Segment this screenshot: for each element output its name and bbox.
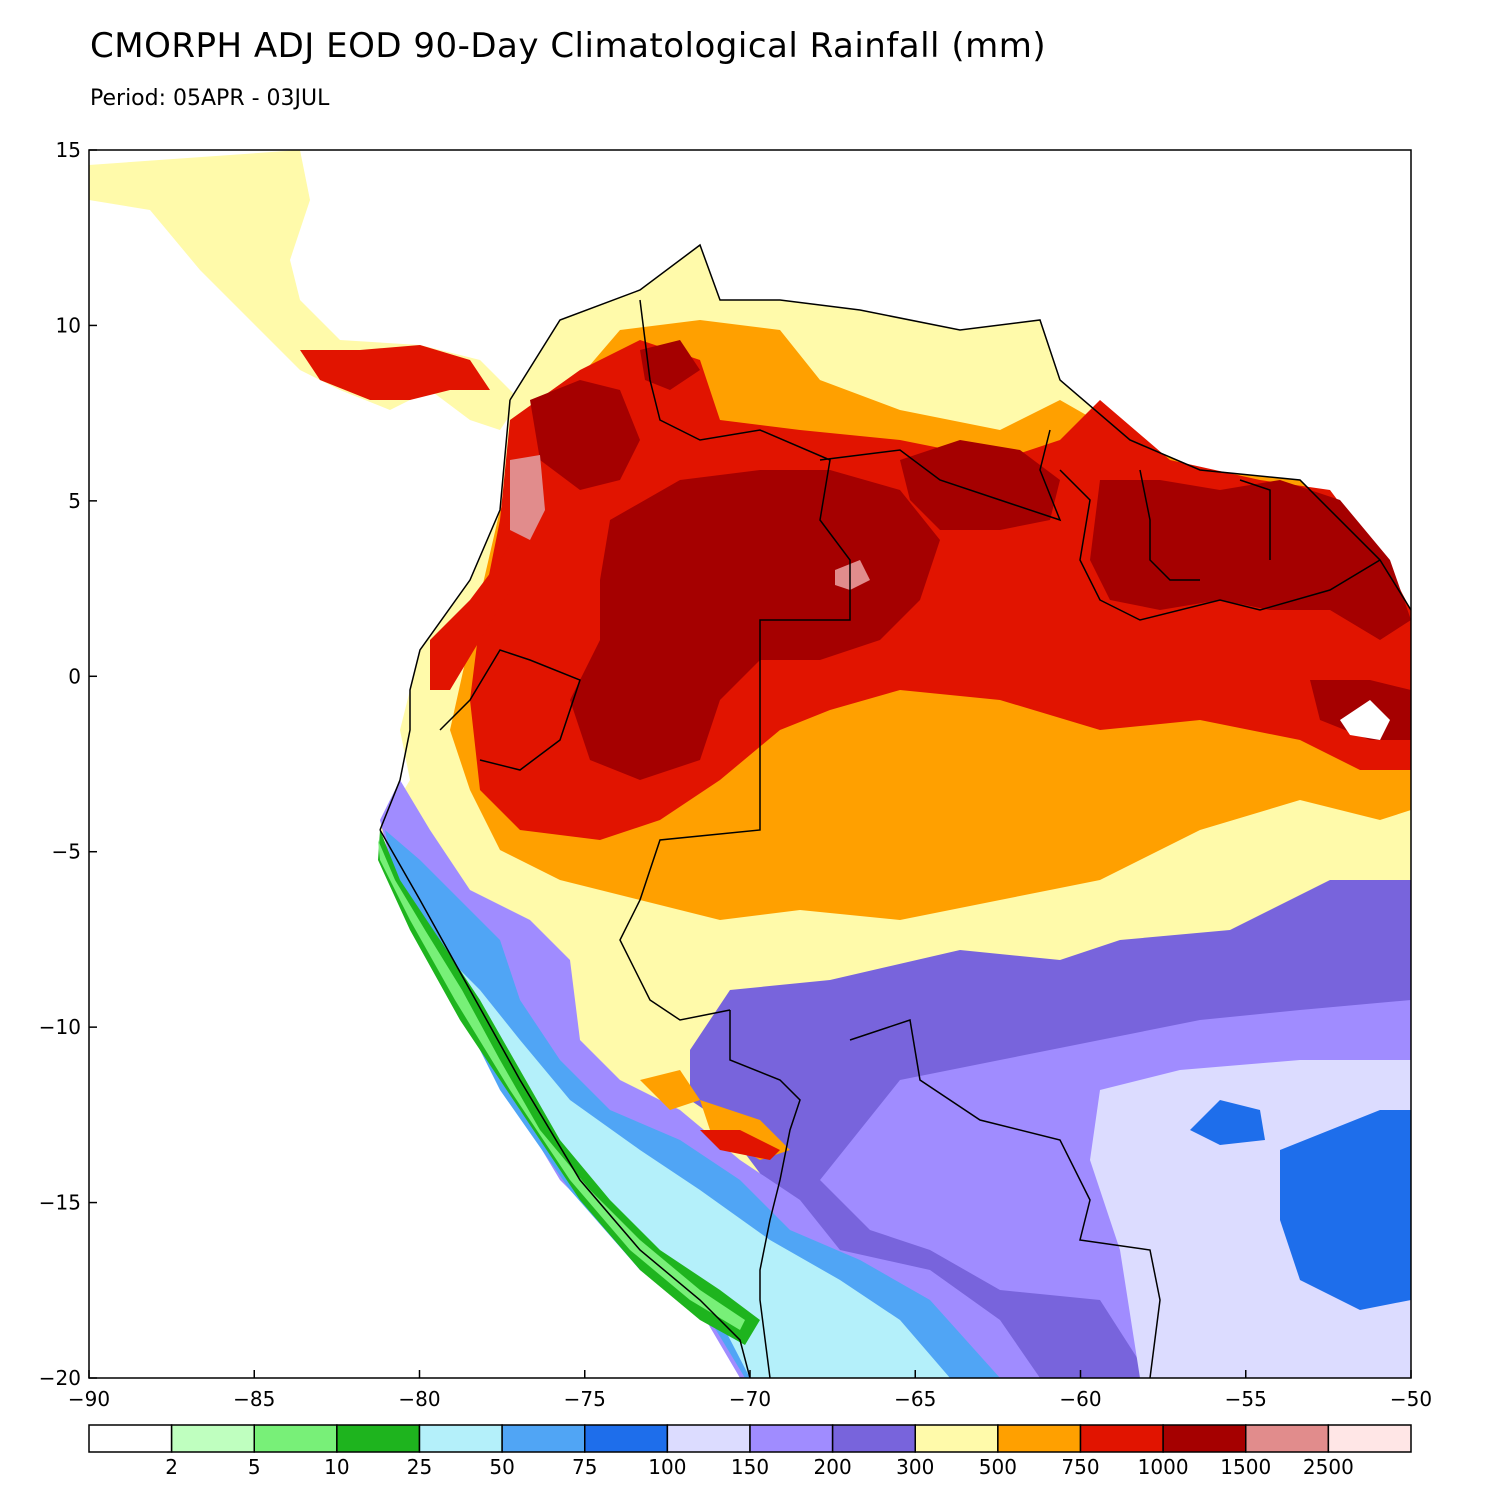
legend-swatch	[418, 1424, 503, 1453]
x-tick-label: −70	[729, 1387, 771, 1411]
country-borders	[439, 299, 1381, 1378]
legend-label: 300	[896, 1455, 934, 1479]
y-tick-label: 15	[56, 138, 81, 162]
darkred-panama-patch	[640, 340, 700, 390]
red-central-america-patch	[700, 1130, 780, 1160]
map-subtitle: Period: 05APR - 03JUL	[90, 86, 330, 111]
darkred-guiana	[1090, 480, 1411, 640]
legend-swatch	[253, 1424, 338, 1453]
legend-swatch	[336, 1424, 421, 1453]
legend-swatch	[997, 1424, 1082, 1453]
legend-label: 25	[407, 1455, 432, 1479]
y-tick-label: 0	[68, 664, 81, 688]
legend-swatch	[1162, 1424, 1247, 1453]
darkred-colombia-patch	[530, 380, 640, 490]
legend-label: 50	[489, 1455, 514, 1479]
legend-label: 500	[979, 1455, 1017, 1479]
legend-swatch	[749, 1424, 834, 1453]
andes-cyan-band	[440, 950, 950, 1378]
legend-swatch	[88, 1424, 173, 1453]
legend-label: 200	[814, 1455, 852, 1479]
legend-label: 75	[572, 1455, 597, 1479]
legend-swatch	[501, 1424, 586, 1453]
southern-blue-patch	[1190, 1100, 1265, 1145]
red-andes-patch	[430, 530, 520, 690]
southern-blue-zone	[1280, 1110, 1411, 1310]
darkred-north-patch	[900, 440, 1060, 530]
legend-label: 150	[731, 1455, 769, 1479]
legend-swatch	[1079, 1424, 1164, 1453]
coastal-green-band	[378, 830, 760, 1345]
legend-label: 750	[1061, 1455, 1099, 1479]
map-axes: −90 −85 −80 −75 −70 −65 −60 −55 −50 15 10 5 0 −5 −10 −1…	[39, 138, 1432, 1411]
x-tick-label: −85	[233, 1387, 275, 1411]
legend-label: 10	[324, 1455, 349, 1479]
legend-label: 1500	[1220, 1455, 1271, 1479]
legend-label: 100	[648, 1455, 686, 1479]
y-tick-label: −15	[39, 1191, 81, 1215]
y-tick-label: 5	[68, 489, 81, 513]
color-legend: 2 5 10 25 50 75 100 150 200 300 500 750 1000 1500 2500	[88, 1424, 1412, 1479]
map-plot-area	[89, 150, 1411, 1378]
y-tick-label: 10	[56, 313, 81, 337]
legend-swatch	[584, 1424, 669, 1453]
x-tick-label: −65	[894, 1387, 936, 1411]
legend-label: 2500	[1303, 1455, 1354, 1479]
x-tick-label: −80	[398, 1387, 440, 1411]
x-tick-label: −55	[1225, 1387, 1267, 1411]
pink-pacific-patch	[510, 455, 545, 540]
central-america-wet-zone	[300, 345, 490, 400]
legend-swatch	[1245, 1424, 1330, 1453]
y-tick-label: −20	[39, 1366, 81, 1390]
legend-label: 5	[248, 1455, 261, 1479]
y-tick-label: −5	[52, 840, 81, 864]
pink-amazon-patch	[835, 560, 870, 590]
coastline	[379, 243, 1411, 1378]
amazon-delta-gap	[1340, 700, 1390, 740]
legend-swatch	[1327, 1424, 1412, 1453]
legend-swatch	[914, 1424, 999, 1453]
map-title: CMORPH ADJ EOD 90-Day Climatological Rai…	[90, 26, 1047, 66]
x-tick-label: −90	[68, 1387, 110, 1411]
legend-swatch	[666, 1424, 751, 1453]
legend-swatch	[831, 1424, 916, 1453]
legend-label: 1000	[1138, 1455, 1189, 1479]
x-tick-label: −60	[1059, 1387, 1101, 1411]
legend-swatch	[170, 1424, 255, 1453]
x-tick-label: −75	[564, 1387, 606, 1411]
darkred-amazon-west	[570, 470, 940, 780]
y-tick-label: −10	[39, 1015, 81, 1039]
x-tick-label: −50	[1390, 1387, 1432, 1411]
legend-label: 2	[165, 1455, 178, 1479]
